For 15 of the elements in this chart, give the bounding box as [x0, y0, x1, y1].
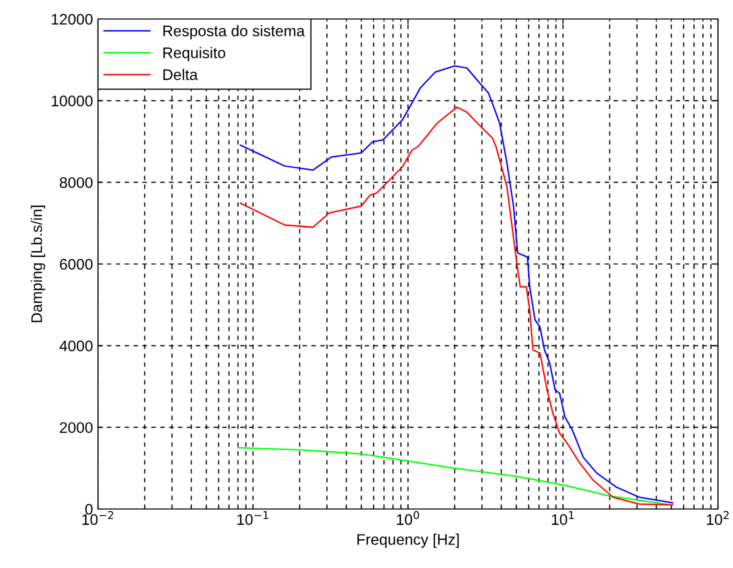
y-tick-label: 4000: [60, 340, 93, 352]
y-tick-label: 6000: [60, 258, 93, 270]
y-tick-label: 12000: [52, 14, 93, 25]
x-tick-label: 10$^{1}$: [552, 511, 574, 525]
x-tick-label: 10$^{2}$: [706, 511, 729, 525]
y-tick-label: 10000: [52, 96, 93, 106]
y-tick-label: 2000: [60, 422, 93, 434]
legend-label: Resposta do sistema: [163, 25, 305, 40]
x-tick-label: 10$^{0}$: [396, 511, 420, 525]
y-tick-label: 8000: [60, 177, 93, 188]
x-axis-title: Frequency [Hz]: [357, 534, 459, 548]
legend-label: Requisito: [163, 46, 226, 62]
legend-label: Delta: [163, 68, 198, 80]
y-axis-title: Damping [Lb.s/in]: [30, 206, 46, 322]
x-tick-label: 10$^{−1}$: [237, 511, 268, 525]
